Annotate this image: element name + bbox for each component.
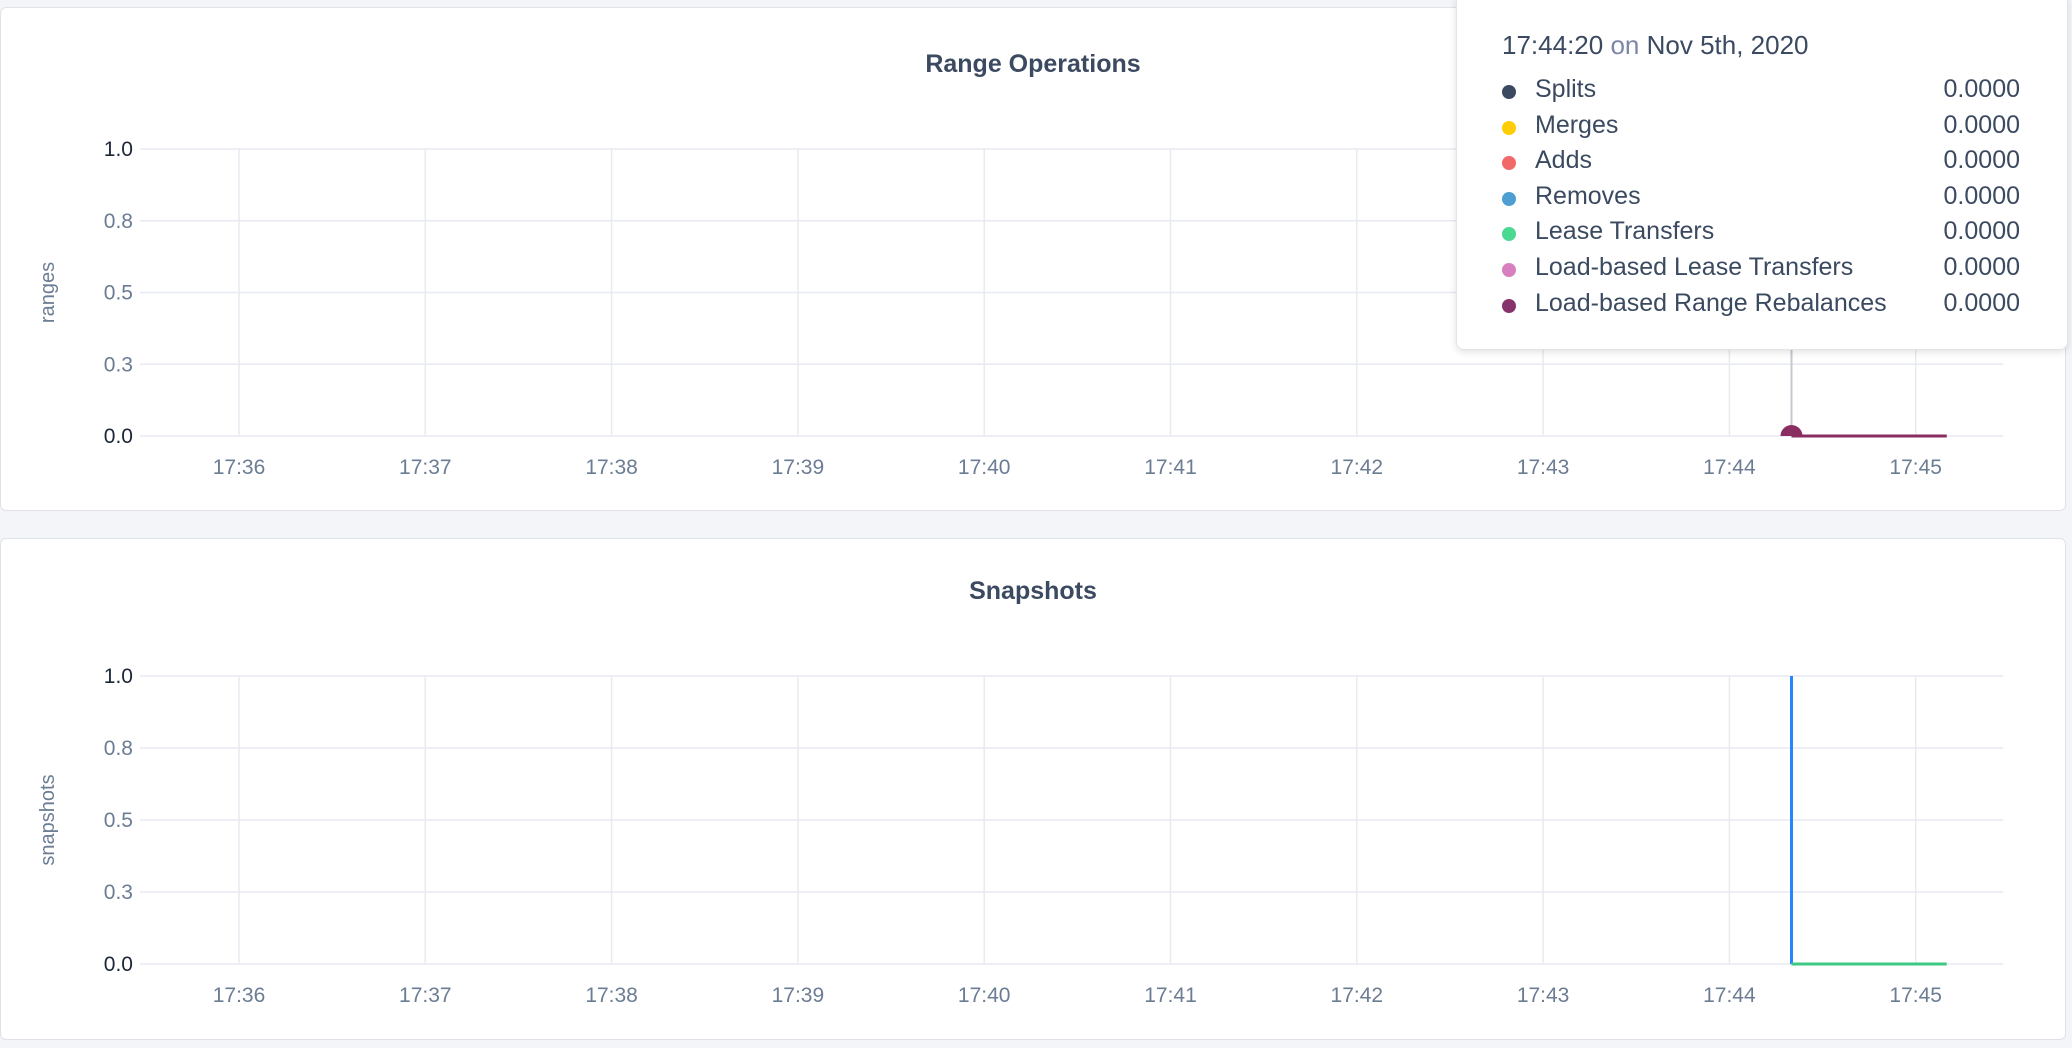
y-tick-label: 0.8 (104, 737, 133, 760)
series-value: 0.0000 (1943, 181, 2020, 210)
y-tick-label: 0.3 (104, 353, 133, 376)
series-value: 0.0000 (1943, 75, 2020, 103)
x-tick-label: 17:38 (585, 456, 638, 479)
tooltip-row: Adds 0.0000 (1502, 146, 2020, 180)
series-value: 0.0000 (1943, 253, 2020, 281)
x-tick-label: 17:44 (1703, 984, 1756, 1007)
x-tick-label: 17:43 (1517, 984, 1570, 1007)
x-tick-label: 17:44 (1703, 456, 1756, 479)
series-value: 0.0000 (1943, 110, 2020, 139)
series-color-dot-icon (1502, 227, 1516, 242)
series-label: Load-based Lease Transfers (1535, 253, 1854, 281)
snapshots-panel: Snapshots 1.0 0.8 0.5 0.3 0.0 17:36 17:37 17:38… (0, 538, 2066, 1040)
tooltip-date: Nov 5th, 2020 (1646, 30, 1809, 60)
tooltip-on: on (1610, 30, 1640, 60)
series-color-dot-icon (1502, 191, 1516, 206)
x-tick-label: 17:40 (958, 456, 1011, 479)
x-tick-label: 17:42 (1331, 456, 1384, 479)
series-value: 0.0000 (1943, 146, 2020, 175)
y-tick-label: 0.0 (104, 425, 133, 448)
snapshots-chart[interactable]: 1.0 0.8 0.5 0.3 0.0 17:36 17:37 17:38 17:39 17:40… (1, 539, 2067, 1041)
tooltip-row: Removes 0.0000 (1502, 182, 2020, 216)
y-tick-label: 0.5 (104, 282, 133, 305)
x-tick-label: 17:37 (399, 984, 452, 1007)
x-tick-label: 17:42 (1331, 984, 1384, 1007)
y-tick-label: 0.8 (104, 210, 133, 233)
series-label: Adds (1535, 146, 1592, 175)
series-label: Removes (1535, 181, 1641, 210)
y-tick-label: 0.3 (104, 881, 133, 904)
series-color-dot-icon (1502, 120, 1516, 135)
series-label: Lease Transfers (1535, 217, 1715, 246)
series-color-dot-icon (1502, 263, 1516, 277)
y-tick-label: 1.0 (104, 138, 133, 161)
x-tick-label: 17:40 (958, 984, 1011, 1007)
hover-point-marker (1780, 425, 1803, 436)
x-tick-label: 17:45 (1889, 984, 1942, 1007)
tooltip-time: 17:44:20 (1502, 30, 1604, 60)
x-tick-label: 17:39 (772, 984, 825, 1007)
x-tick-label: 17:36 (213, 984, 266, 1007)
hover-tooltip: 17:44:20 on Nov 5th, 2020 Splits 0.0000 Me… (1456, 0, 2068, 350)
series-label: Splits (1535, 75, 1597, 103)
series-color-dot-icon (1502, 156, 1516, 171)
tooltip-row: Merges 0.0000 (1502, 111, 2020, 145)
x-tick-label: 17:45 (1889, 456, 1942, 479)
series-color-dot-icon (1502, 85, 1516, 99)
series-value: 0.0000 (1943, 217, 2020, 246)
series-value: 0.0000 (1943, 288, 2020, 317)
tooltip-row: Load-based Lease Transfers 0.0000 (1502, 253, 2020, 287)
tooltip-timestamp: 17:44:20 on Nov 5th, 2020 (1502, 30, 1809, 61)
y-tick-label: 0.5 (104, 809, 133, 832)
tooltip-row: Splits 0.0000 (1502, 75, 2020, 109)
y-axis-label: snapshots (37, 774, 59, 865)
x-tick-label: 17:38 (585, 984, 638, 1007)
series-color-dot-icon (1502, 298, 1516, 313)
y-tick-label: 1.0 (104, 665, 133, 688)
tooltip-row: Load-based Range Rebalances 0.0000 (1502, 289, 2020, 323)
chart-title: Range Operations (925, 50, 1141, 78)
series-label: Load-based Range Rebalances (1535, 288, 1887, 317)
y-axis-label: ranges (37, 262, 59, 323)
x-tick-label: 17:41 (1144, 984, 1197, 1007)
y-tick-label: 0.0 (104, 953, 133, 976)
x-tick-label: 17:39 (772, 456, 825, 479)
series-label: Merges (1535, 110, 1619, 139)
x-tick-label: 17:43 (1517, 456, 1570, 479)
chart-title: Snapshots (969, 577, 1097, 605)
x-tick-label: 17:36 (213, 456, 266, 479)
tooltip-row: Lease Transfers 0.0000 (1502, 217, 2020, 251)
x-tick-label: 17:41 (1144, 456, 1197, 479)
x-tick-label: 17:37 (399, 456, 452, 479)
